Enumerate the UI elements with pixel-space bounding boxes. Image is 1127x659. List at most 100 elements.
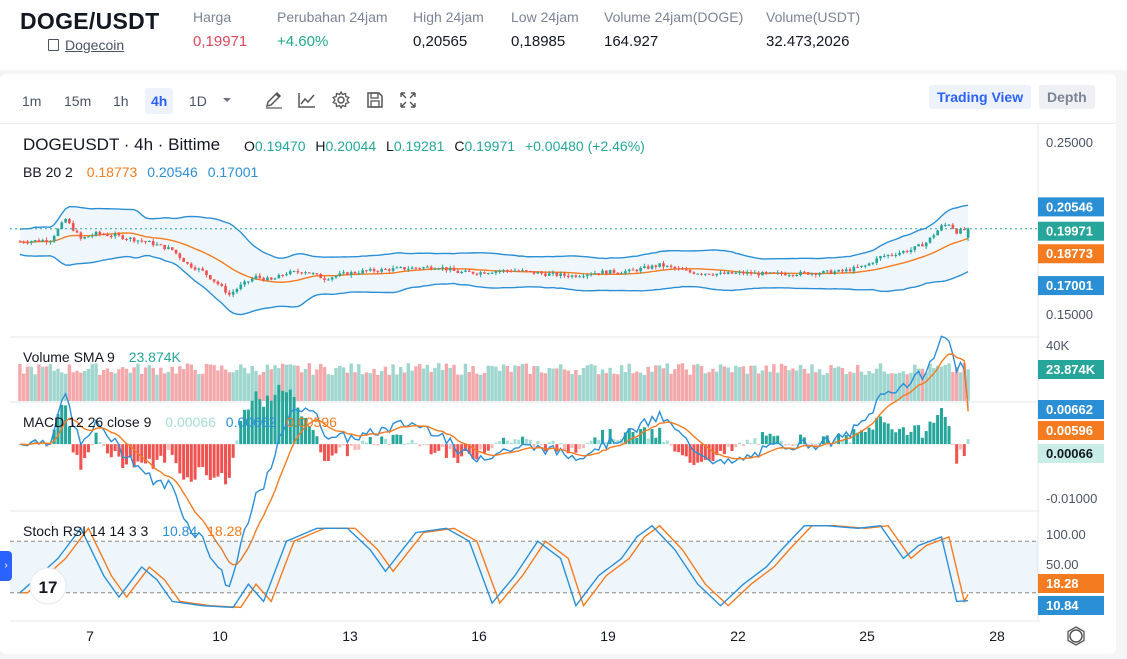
timeframe-15m[interactable]: 15m xyxy=(64,93,92,109)
time-axis-label: 10 xyxy=(212,628,228,644)
gear-icon[interactable] xyxy=(331,90,351,110)
candle-body xyxy=(201,268,205,271)
stat-label: High 24jam xyxy=(413,9,484,25)
stat-high: High 24jam 0,20565 xyxy=(413,9,484,50)
candle-body xyxy=(98,231,102,235)
candle-body xyxy=(311,273,315,275)
candle-body xyxy=(631,269,635,271)
volume-bar xyxy=(223,369,228,401)
depth-button[interactable]: Depth xyxy=(1039,85,1095,109)
candle-body xyxy=(186,261,189,264)
volume-bar xyxy=(589,364,593,401)
macd-histogram-bar xyxy=(875,417,879,445)
timeframe-4h[interactable]: 4h xyxy=(145,88,174,114)
candle-body xyxy=(319,274,323,279)
macd-histogram-bar xyxy=(661,442,665,445)
volume-bar xyxy=(913,364,917,401)
macd-histogram-bar xyxy=(840,439,844,445)
macd-histogram-bar xyxy=(886,423,890,445)
stat-label: Volume(USDT) xyxy=(766,9,861,25)
candle-body xyxy=(726,272,730,274)
candle-body xyxy=(136,240,140,242)
macd-histogram-bar xyxy=(627,428,631,445)
macd-histogram-bar xyxy=(658,427,662,445)
volume-bar xyxy=(513,365,517,401)
volume-bar xyxy=(703,373,708,401)
candle-body xyxy=(943,224,947,226)
macd-histogram-bar xyxy=(570,444,574,448)
macd-histogram-bar xyxy=(182,444,186,480)
candle-body xyxy=(121,235,125,239)
volume-bar xyxy=(261,371,266,401)
volume-bar xyxy=(440,369,445,401)
macd-histogram-bar xyxy=(665,440,669,445)
coin-name: Dogecoin xyxy=(65,37,125,53)
candle-body xyxy=(296,271,300,273)
candle-body xyxy=(825,270,829,272)
timeframe-1h[interactable]: 1h xyxy=(113,93,129,109)
macd-histogram-bar xyxy=(673,444,677,452)
macd-histogram-bar xyxy=(700,444,704,462)
volume-bar xyxy=(726,367,730,401)
macd-histogram-bar xyxy=(102,444,106,447)
volume-bar xyxy=(619,365,624,401)
candle-body xyxy=(761,271,764,276)
macd-histogram-bar xyxy=(783,444,787,446)
volume-bar xyxy=(109,372,114,401)
stoch-d-line xyxy=(19,524,969,609)
save-icon[interactable] xyxy=(365,90,385,110)
settings-icon[interactable] xyxy=(1067,626,1085,646)
candle-body xyxy=(189,263,193,268)
timeframe-1m[interactable]: 1m xyxy=(22,93,42,109)
chevron-down-icon[interactable] xyxy=(219,92,235,108)
candle-body xyxy=(528,270,532,272)
candle-body xyxy=(368,268,372,271)
macd-histogram-bar xyxy=(597,440,601,445)
macd-histogram-bar xyxy=(677,444,681,453)
candle-body xyxy=(117,233,121,236)
coin-link[interactable]: Dogecoin xyxy=(48,37,124,53)
price-chart[interactable]: DOGEUSDT · 4h · Bittime O0.19470 H0.2004… xyxy=(10,124,1116,654)
volume-bar xyxy=(764,365,768,401)
macd-histogram-bar xyxy=(94,432,98,445)
macd-histogram-bar xyxy=(642,427,646,445)
candle-body xyxy=(102,234,106,236)
volume-bar xyxy=(67,364,72,401)
legend-bb: BB 20 2 0.18773 0.20546 0.17001 xyxy=(23,164,259,180)
macd-hist-badge-text: 0.00066 xyxy=(1046,446,1093,461)
volume-bar xyxy=(951,372,955,401)
macd-histogram-bar xyxy=(71,444,75,453)
candle-body xyxy=(37,240,41,242)
candle-body xyxy=(75,230,79,233)
volume-bar xyxy=(239,364,243,401)
timeframe-1d[interactable]: 1D xyxy=(189,93,207,109)
candle-body xyxy=(917,244,920,247)
candle-body xyxy=(776,272,780,274)
candle-body xyxy=(841,269,844,272)
stat-volume-usdt: Volume(USDT) 32.473,2026 xyxy=(766,9,860,50)
macd-histogram-bar xyxy=(551,440,555,445)
chart-area[interactable]: DOGEUSDT · 4h · Bittime O0.19470 H0.2004… xyxy=(10,124,1116,654)
trading-view-button[interactable]: Trading View xyxy=(929,85,1032,109)
volume-bar xyxy=(505,366,510,401)
macd-histogram-bar xyxy=(833,438,837,445)
volume-bar xyxy=(250,365,254,401)
macd-histogram-bar xyxy=(395,434,399,445)
candle-body xyxy=(753,272,757,274)
candle-body xyxy=(266,277,269,281)
side-panel-toggle[interactable]: › xyxy=(0,551,12,581)
macd-histogram-bar xyxy=(482,444,487,454)
candle-body xyxy=(414,267,418,269)
line-chart-icon[interactable] xyxy=(297,90,317,110)
pencil-icon[interactable] xyxy=(264,90,284,110)
candle-body xyxy=(113,233,117,237)
volume-bar xyxy=(94,363,98,401)
macd-histogram-bar xyxy=(871,429,875,445)
volume-bar xyxy=(772,364,776,401)
price-badge-last-text: 0.19971 xyxy=(1046,224,1093,239)
macd-histogram-bar xyxy=(616,440,620,445)
fullscreen-icon[interactable] xyxy=(398,90,418,110)
macd-signal-badge xyxy=(1038,421,1104,440)
macd-histogram-bar xyxy=(650,429,654,445)
stoch-tick: 50.00 xyxy=(1046,557,1079,572)
